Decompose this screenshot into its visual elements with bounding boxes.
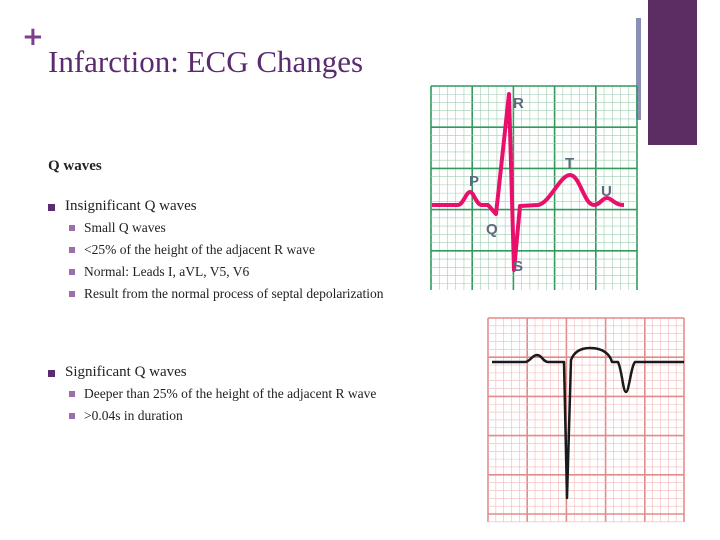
bullet: Insignificant Q waves xyxy=(48,198,488,215)
wave-label: R xyxy=(513,95,524,112)
ecg-trace xyxy=(432,92,625,272)
sub-bullet: Small Q waves xyxy=(69,220,483,236)
ecg-diagram xyxy=(430,85,638,290)
wave-label: T xyxy=(565,155,574,172)
section-heading: Q waves xyxy=(48,158,102,174)
plus-marker: + xyxy=(22,22,44,52)
sub-list: Deeper than 25% of the height of the adj… xyxy=(48,386,483,424)
slide-title: Infarction: ECG Changes xyxy=(48,44,364,79)
sub-bullet: <25% of the height of the adjacent R wav… xyxy=(69,242,483,258)
sub-bullet: >0.04s in duration xyxy=(69,408,483,424)
sub-bullet: Deeper than 25% of the height of the adj… xyxy=(69,386,483,402)
wave-label: S xyxy=(513,258,523,275)
ecg-strip-trace xyxy=(492,346,684,500)
bullet-group: Insignificant Q waves Small Q waves <25%… xyxy=(48,198,488,308)
bullet-group: Significant Q waves Deeper than 25% of t… xyxy=(48,364,488,430)
sub-list: Small Q waves <25% of the height of the … xyxy=(48,220,483,302)
wave-label: P xyxy=(469,173,479,190)
deco-block xyxy=(648,0,697,145)
wave-label: U xyxy=(601,183,612,200)
sub-bullet: Result from the normal process of septal… xyxy=(69,286,483,302)
wave-label: Q xyxy=(486,221,498,238)
deco-bar xyxy=(636,18,641,120)
sub-bullet: Normal: Leads I, aVL, V5, V6 xyxy=(69,264,483,280)
bullet: Significant Q waves xyxy=(48,364,488,381)
